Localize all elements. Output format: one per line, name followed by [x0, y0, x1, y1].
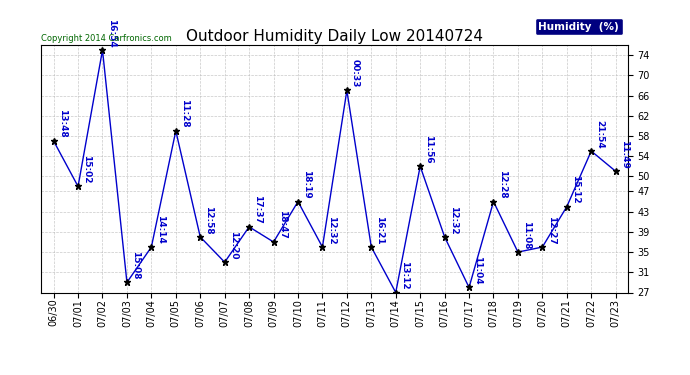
Title: Outdoor Humidity Daily Low 20140724: Outdoor Humidity Daily Low 20140724 [186, 29, 483, 44]
Text: 15:12: 15:12 [571, 175, 580, 204]
Text: 12:32: 12:32 [326, 216, 335, 244]
Text: 18:47: 18:47 [277, 210, 287, 239]
Text: 11:08: 11:08 [522, 221, 531, 249]
Text: Copyright 2014 Carfronics.com: Copyright 2014 Carfronics.com [41, 33, 172, 42]
Text: 14:14: 14:14 [155, 215, 164, 244]
Text: 13:48: 13:48 [58, 110, 67, 138]
Text: 16:21: 16:21 [375, 216, 384, 244]
Text: 12:20: 12:20 [229, 231, 238, 260]
Text: 11:56: 11:56 [424, 135, 433, 164]
Text: 21:54: 21:54 [595, 120, 604, 148]
Legend: Humidity  (%): Humidity (%) [535, 18, 622, 35]
Text: 11:04: 11:04 [473, 256, 482, 285]
Text: 12:58: 12:58 [204, 206, 213, 234]
Text: 15:02: 15:02 [82, 155, 91, 184]
Text: 12:32: 12:32 [448, 206, 457, 234]
Text: 12:27: 12:27 [546, 216, 555, 244]
Text: 12:28: 12:28 [497, 170, 506, 199]
Text: 13:12: 13:12 [400, 261, 409, 290]
Text: 15:08: 15:08 [131, 251, 140, 280]
Text: 11:49: 11:49 [620, 140, 629, 168]
Text: 18:19: 18:19 [302, 170, 311, 199]
Text: 17:37: 17:37 [253, 195, 262, 224]
Text: 00:33: 00:33 [351, 59, 360, 88]
Text: 16:54: 16:54 [107, 18, 116, 47]
Text: 11:28: 11:28 [180, 99, 189, 128]
